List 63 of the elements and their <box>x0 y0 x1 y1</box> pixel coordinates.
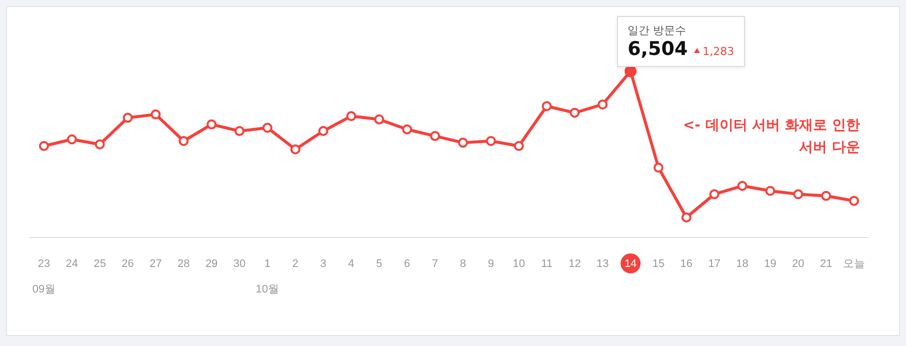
point <box>234 126 244 136</box>
x-tick-label: 12 <box>568 258 581 270</box>
x-tick-label: 5 <box>376 258 382 270</box>
category-label: 1 10월 <box>256 258 280 296</box>
text: 6,504 <box>628 38 688 60</box>
x-tick-label: 4 <box>348 258 354 270</box>
x-tick-label: 11 <box>541 258 552 270</box>
x-tick-label: 2 <box>292 258 298 270</box>
x-tick-label: 18 <box>736 258 748 270</box>
x-tick-label: 30 <box>233 258 246 270</box>
x-tick-label: 27 <box>150 258 162 270</box>
point <box>654 162 664 173</box>
x-tick-label: 20 <box>792 258 804 270</box>
annotation: <- 데이터 서버 화재로 인한 서버 다운 <box>682 118 860 156</box>
point <box>94 139 105 150</box>
point <box>793 189 804 200</box>
point <box>430 131 440 142</box>
point <box>38 141 49 152</box>
x-tick-label: 24 <box>66 258 78 270</box>
point <box>178 136 189 146</box>
x-tick-label: 7 <box>432 258 438 270</box>
x-tick-label: 오늘 <box>843 258 866 270</box>
x-tick-label: 19 <box>764 258 776 270</box>
x-tick-label: 14 <box>624 258 637 270</box>
text: 1,283 <box>702 45 734 58</box>
point <box>374 114 384 124</box>
point <box>542 101 552 112</box>
point <box>598 99 608 110</box>
point <box>402 124 412 134</box>
point <box>290 144 300 154</box>
point <box>849 196 860 206</box>
x-tick-label: 10 <box>512 258 525 270</box>
point <box>765 186 776 196</box>
point <box>514 141 524 152</box>
point <box>570 108 580 118</box>
point <box>122 112 133 123</box>
x-tick-label: 29 <box>205 258 218 270</box>
point <box>206 119 217 130</box>
x-tick-label: 25 <box>94 258 106 270</box>
point <box>66 134 77 144</box>
point <box>458 138 468 148</box>
x-tick-label: 15 <box>652 258 665 270</box>
point <box>709 189 720 200</box>
point <box>681 212 692 222</box>
x-tick-label: 17 <box>708 258 720 270</box>
point <box>346 111 356 122</box>
point <box>821 190 832 201</box>
x-tick-label: 3 <box>320 258 326 270</box>
x-tick-label: 6 <box>404 258 410 270</box>
text: 일간 방문수 <box>628 23 688 38</box>
x-tick-label: 21 <box>820 258 832 270</box>
category-label: 23 09월 <box>32 258 56 296</box>
point <box>486 136 496 146</box>
point <box>318 126 328 136</box>
x-tick-label: 16 <box>680 258 693 270</box>
point <box>150 109 161 120</box>
x-tick-label: 28 <box>178 258 190 270</box>
x-tick-label: 8 <box>460 258 466 270</box>
x-tick-label: 13 <box>596 258 609 270</box>
point <box>737 180 748 191</box>
x-tick-label: 26 <box>122 258 134 270</box>
point <box>262 122 272 133</box>
x-tick-label: 9 <box>488 258 494 270</box>
